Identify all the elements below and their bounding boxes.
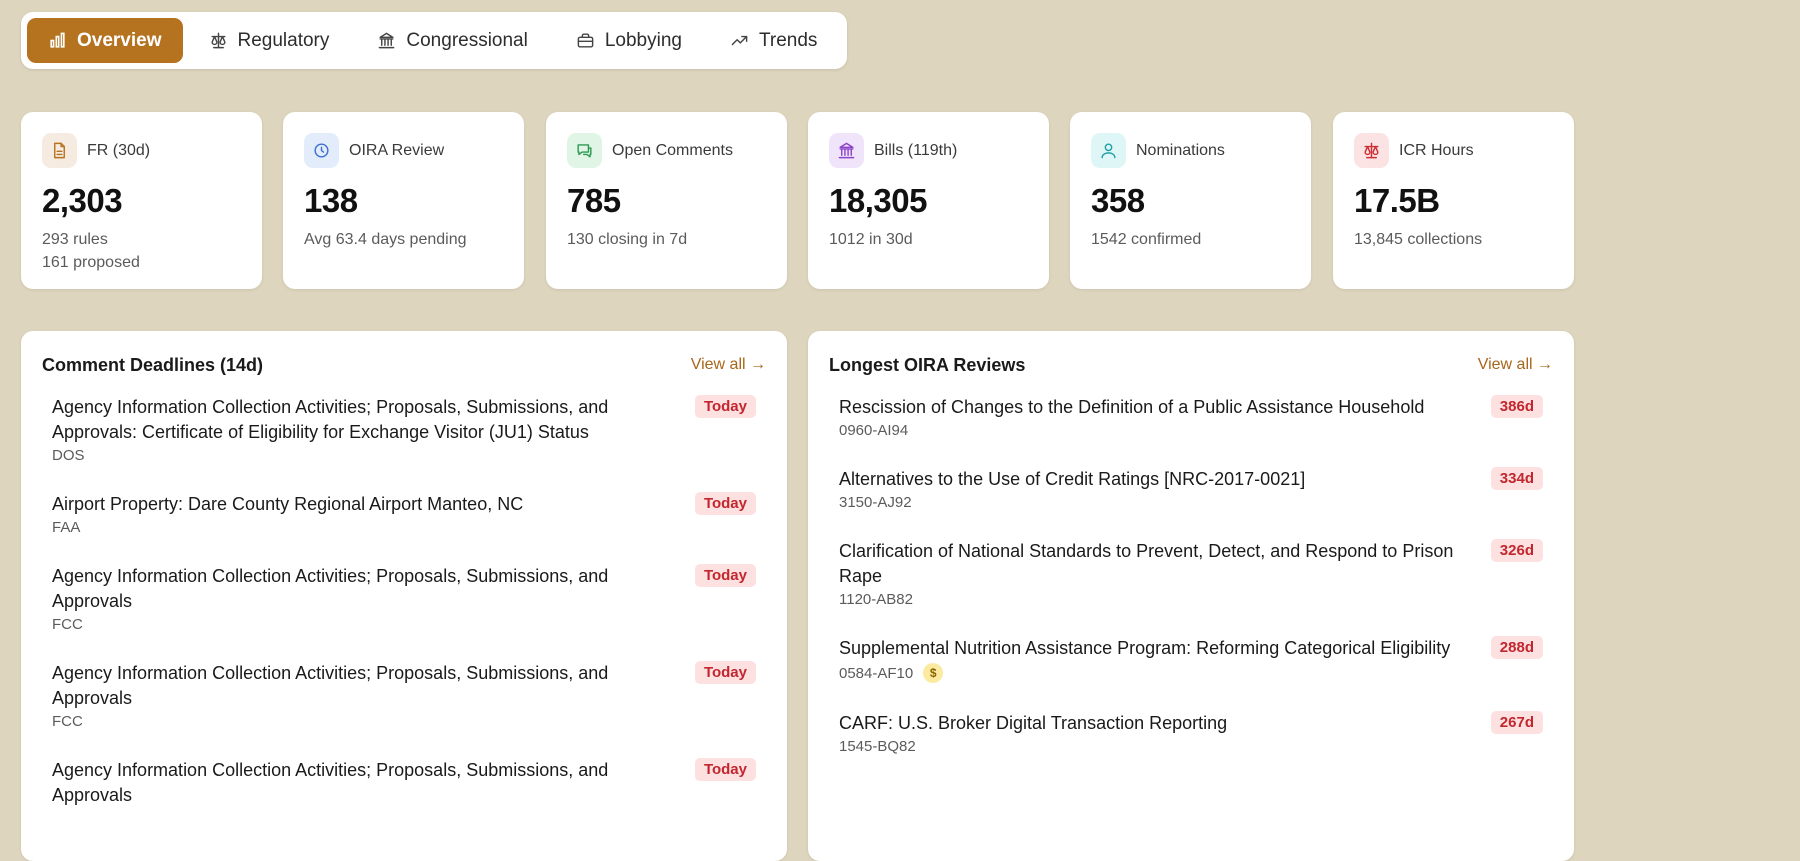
days-badge: 386d: [1490, 395, 1543, 418]
tab-overview[interactable]: Overview: [27, 18, 183, 63]
list-item[interactable]: Alternatives to the Use of Credit Rating…: [839, 467, 1543, 511]
deadline-badge: Today: [694, 661, 756, 684]
tab-lobbying[interactable]: Lobbying: [554, 18, 704, 63]
economic-significance-badge: $: [923, 663, 944, 683]
item-title: Agency Information Collection Activities…: [52, 566, 609, 611]
deadline-badge: Today: [694, 758, 756, 781]
stat-label: ICR Hours: [1399, 141, 1474, 159]
stat-value: 2,303: [42, 182, 123, 219]
item-title: Agency Information Collection Activities…: [52, 663, 609, 708]
list-item[interactable]: Agency Information Collection Activities…: [52, 758, 756, 810]
person-icon: [1091, 133, 1126, 168]
list-item[interactable]: Agency Information Collection Activities…: [52, 564, 756, 633]
panel-title: Comment Deadlines (14d): [42, 354, 264, 375]
list-item[interactable]: Agency Information Collection Activities…: [52, 395, 756, 464]
tab-regulatory[interactable]: Regulatory: [187, 18, 352, 63]
stat-sub: Avg 63.4 days pending: [304, 231, 467, 248]
briefcase-icon: [577, 33, 594, 48]
stat-label: Open Comments: [612, 141, 733, 159]
tab-trends[interactable]: Trends: [708, 18, 839, 63]
view-all-link[interactable]: View all →: [690, 356, 766, 373]
item-agency: FAA: [52, 519, 81, 536]
clock-icon: [304, 133, 339, 168]
item-title: Supplemental Nutrition Assistance Progra…: [839, 638, 1451, 658]
list-item[interactable]: Airport Property: Dare County Regional A…: [52, 492, 756, 536]
chat-icon: [567, 133, 602, 168]
item-agency: FCC: [52, 713, 83, 730]
stat-label: OIRA Review: [349, 141, 445, 159]
stat-label: Nominations: [1136, 141, 1225, 159]
oira-reviews-panel: Longest OIRA Reviews View all → Rescissi…: [808, 331, 1574, 861]
stat-card-fr[interactable]: FR (30d) 2,303 293 rules 161 proposed: [21, 112, 262, 289]
deadline-badge: Today: [694, 492, 756, 515]
trending-up-icon: [731, 35, 748, 46]
view-all-link[interactable]: View all →: [1477, 356, 1553, 373]
stat-card-comments[interactable]: Open Comments 785 130 closing in 7d: [546, 112, 787, 289]
tab-label: Overview: [77, 29, 162, 51]
stat-label: Bills (119th): [874, 141, 958, 159]
stat-value: 138: [304, 182, 358, 219]
list-item[interactable]: Agency Information Collection Activities…: [52, 661, 756, 730]
item-title: CARF: U.S. Broker Digital Transaction Re…: [839, 713, 1228, 733]
panel-title: Longest OIRA Reviews: [829, 354, 1026, 375]
item-title: Rescission of Changes to the Definition …: [839, 397, 1425, 417]
comment-deadlines-panel: Comment Deadlines (14d) View all → Agenc…: [21, 331, 787, 861]
item-title: Agency Information Collection Activities…: [52, 397, 609, 442]
stat-value: 785: [567, 182, 621, 219]
item-agency: FCC: [52, 616, 83, 633]
document-icon: [42, 133, 77, 168]
item-title: Airport Property: Dare County Regional A…: [52, 494, 524, 514]
stat-sub: 13,845 collections: [1354, 231, 1483, 248]
stat-card-icr[interactable]: ICR Hours 17.5B 13,845 collections: [1333, 112, 1574, 289]
scale-icon: [1354, 133, 1389, 168]
days-badge: 334d: [1490, 467, 1543, 490]
capitol-icon: [379, 32, 395, 49]
deadline-badge: Today: [694, 395, 756, 418]
days-badge: 326d: [1490, 539, 1543, 562]
stat-card-nominations[interactable]: Nominations 358 1542 confirmed: [1070, 112, 1311, 289]
stat-sub: 130 closing in 7d: [567, 231, 688, 248]
tab-label: Lobbying: [604, 29, 682, 51]
stat-label: FR (30d): [87, 141, 151, 159]
stat-sub: 1542 confirmed: [1091, 231, 1202, 248]
stat-card-oira[interactable]: OIRA Review 138 Avg 63.4 days pending: [283, 112, 524, 289]
days-badge: 288d: [1490, 636, 1543, 659]
list-item[interactable]: Rescission of Changes to the Definition …: [839, 395, 1543, 439]
item-rin: 3150-AJ92: [839, 494, 912, 511]
days-badge: 267d: [1490, 711, 1543, 734]
tab-label: Regulatory: [237, 29, 330, 51]
item-rin: 0960-AI94: [839, 422, 909, 439]
stat-sub: 1012 in 30d: [829, 231, 913, 248]
item-title: Alternatives to the Use of Credit Rating…: [839, 469, 1306, 489]
stat-sub: 161 proposed: [42, 254, 140, 271]
stat-value: 17.5B: [1354, 182, 1440, 219]
list-item[interactable]: CARF: U.S. Broker Digital Transaction Re…: [839, 711, 1543, 755]
item-title: Clarification of National Standards to P…: [839, 541, 1454, 586]
scale-icon: [210, 32, 226, 49]
list-item[interactable]: Clarification of National Standards to P…: [839, 539, 1543, 608]
item-title: Agency Information Collection Activities…: [52, 760, 609, 805]
stat-sub: 293 rules: [42, 231, 108, 248]
deadline-badge: Today: [694, 564, 756, 587]
list-item[interactable]: Supplemental Nutrition Assistance Progra…: [839, 636, 1543, 683]
stat-value: 358: [1091, 182, 1145, 219]
item-rin: 0584-AF10: [839, 664, 914, 682]
tab-congressional[interactable]: Congressional: [355, 18, 549, 63]
item-agency: DOS: [52, 447, 85, 464]
item-rin: 1545-BQ82: [839, 738, 916, 755]
tab-label: Congressional: [406, 29, 528, 51]
stat-value: 18,305: [829, 182, 927, 219]
item-rin: 1120-AB82: [839, 591, 913, 608]
tab-label: Trends: [758, 29, 818, 51]
capitol-icon: [829, 133, 864, 168]
stat-card-bills[interactable]: Bills (119th) 18,305 1012 in 30d: [808, 112, 1049, 289]
bar-chart-icon: [50, 32, 65, 48]
nav-tabs: Overview Regulatory Congressional Lobbyi…: [21, 12, 847, 69]
